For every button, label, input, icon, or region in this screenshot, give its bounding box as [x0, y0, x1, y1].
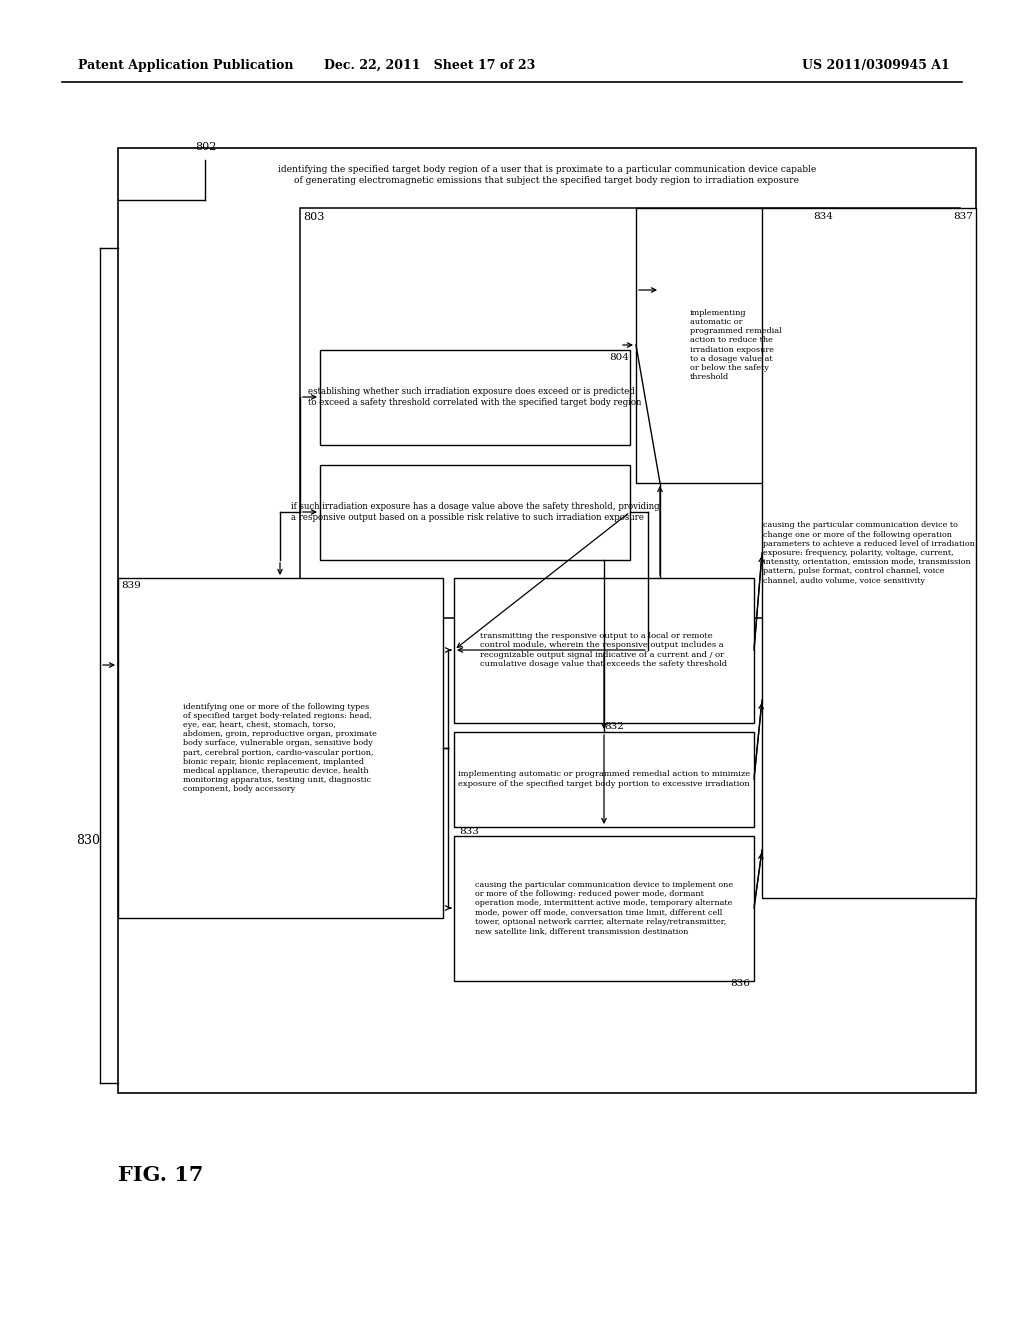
Bar — [319, 465, 630, 560]
Text: 836: 836 — [730, 979, 750, 987]
Text: identifying one or more of the following types
of specified target body-related : identifying one or more of the following… — [183, 702, 377, 793]
Text: identifying the specified target body region of a user that is proximate to a pa: identifying the specified target body re… — [278, 165, 816, 185]
Text: transmitting the responsive output to a local or remote
control module, wherein : transmitting the responsive output to a … — [480, 632, 728, 668]
Bar — [300, 209, 961, 618]
Text: causing the particular communication device to implement one
or more of the foll: causing the particular communication dev… — [475, 880, 733, 935]
Text: 803: 803 — [303, 213, 325, 222]
Text: 830: 830 — [76, 833, 100, 846]
Bar — [762, 209, 976, 898]
Text: implementing automatic or programmed remedial action to minimize
exposure of the: implementing automatic or programmed rem… — [458, 771, 750, 788]
Text: causing the particular communication device to
change one or more of the followi: causing the particular communication dev… — [763, 521, 975, 585]
Bar — [454, 733, 754, 828]
Text: Patent Application Publication: Patent Application Publication — [78, 58, 294, 71]
Text: 837: 837 — [953, 213, 973, 220]
Bar — [118, 578, 443, 917]
Text: establishing whether such irradiation exposure does exceed or is predicted
to ex: establishing whether such irradiation ex… — [308, 387, 642, 407]
Bar — [118, 148, 976, 1093]
Text: US 2011/0309945 A1: US 2011/0309945 A1 — [802, 58, 950, 71]
Text: 839: 839 — [121, 581, 141, 590]
Bar — [454, 578, 754, 723]
Text: 833: 833 — [459, 828, 479, 836]
Text: if such irradiation exposure has a dosage value above the safety threshold, prov: if such irradiation exposure has a dosag… — [291, 503, 659, 521]
Text: implementing
automatic or
programmed remedial
action to reduce the
irradiation e: implementing automatic or programmed rem… — [690, 309, 781, 381]
Text: 834: 834 — [813, 213, 833, 220]
Bar — [454, 836, 754, 981]
Bar — [636, 209, 836, 483]
Text: 832: 832 — [604, 722, 624, 731]
Text: 802: 802 — [195, 143, 216, 152]
Text: Dec. 22, 2011   Sheet 17 of 23: Dec. 22, 2011 Sheet 17 of 23 — [325, 58, 536, 71]
Bar — [319, 350, 630, 445]
Text: FIG. 17: FIG. 17 — [118, 1166, 204, 1185]
Text: 804: 804 — [609, 352, 629, 362]
